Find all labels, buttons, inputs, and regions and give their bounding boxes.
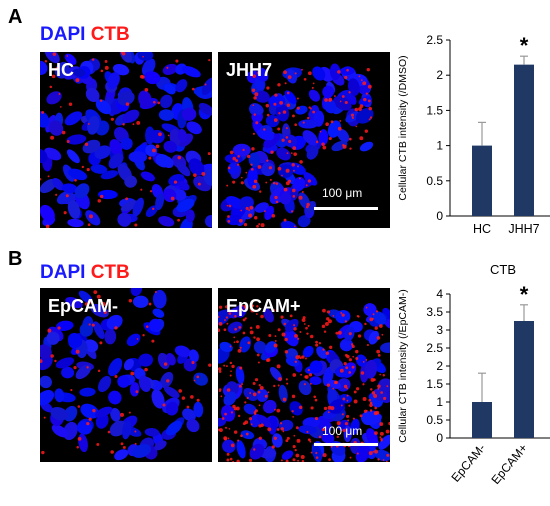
micrograph-jhh7-label: JHH7: [226, 60, 273, 80]
y-tick-label: 4: [436, 287, 443, 301]
y-tick-label: 0: [436, 431, 443, 445]
y-tick-label: 1: [436, 395, 443, 409]
ctb-puncta-layer: [218, 304, 390, 462]
micrograph-epcam-neg: EpCAM-: [40, 288, 212, 462]
micrograph-epcam-pos-label: EpCAM+: [226, 296, 301, 316]
nuclei-layer: [218, 303, 390, 462]
y-axis-label: Cellular CTB intensity (/EpCAM-): [397, 289, 409, 442]
bar-epcam-: [472, 402, 492, 438]
scale-bar-label: 100 μm: [322, 186, 363, 200]
ctb-puncta-layer: [40, 52, 211, 228]
y-tick-label: 2: [436, 68, 443, 82]
y-tick-label: 2: [436, 359, 443, 373]
micrograph-hc-canvas: [40, 52, 212, 228]
micrograph-jhh7-canvas: [220, 63, 374, 228]
bar-hc: [472, 145, 492, 216]
panel-b-letter: B: [8, 248, 23, 270]
dapi-label: DAPI: [40, 24, 86, 45]
significance-marker: *: [520, 282, 529, 307]
ctb-puncta-layer: [226, 67, 373, 228]
micrograph-hc-label: HC: [48, 60, 74, 80]
x-tick-label: EpCAM-: [448, 441, 488, 485]
y-tick-label: 3.5: [426, 305, 443, 319]
significance-marker: *: [520, 33, 529, 58]
ctb-puncta-layer: [40, 290, 212, 455]
chart-a: Cellular CTB intensity (/DMSO) 0 0.5 1 1.5 2 2…: [397, 33, 550, 236]
y-tick-label: 2.5: [426, 341, 443, 355]
chart-title: CTB: [490, 262, 516, 277]
x-tick-label: JHH7: [508, 222, 539, 236]
x-tick-label: HC: [473, 222, 491, 236]
y-tick-label: 1.5: [426, 377, 443, 391]
y-tick-label: 3: [436, 323, 443, 337]
y-tick-label: 1: [436, 139, 443, 153]
y-tick-label: 1.5: [426, 103, 443, 117]
micrograph-epcam-neg-canvas: [40, 288, 212, 461]
y-tick-label: 0: [436, 209, 443, 223]
dapi-label: DAPI: [40, 262, 86, 283]
y-tick-label: 0.5: [426, 413, 443, 427]
scale-bar-label: 100 μm: [322, 424, 363, 438]
scale-bar: [314, 443, 378, 446]
panel-b-stain-legend: DAPI CTB: [40, 262, 130, 284]
micrograph-hc: HC: [40, 52, 212, 228]
ctb-label: CTB: [90, 24, 130, 45]
y-tick-label: 0.5: [426, 174, 443, 188]
micrograph-epcam-neg-label: EpCAM-: [48, 296, 118, 316]
bar-epcam-: [514, 321, 534, 438]
micrograph-jhh7: JHH7 100 μm: [218, 52, 390, 228]
nuclei-layer: [40, 52, 212, 228]
x-tick-label: EpCAM+: [488, 441, 530, 487]
micrograph-epcam-pos: EpCAM+ 100 μm: [218, 288, 390, 462]
panel-a-stain-legend: DAPI CTB: [40, 24, 130, 46]
y-axis-label: Cellular CTB intensity (/DMSO): [397, 55, 409, 200]
ctb-label: CTB: [90, 262, 130, 283]
chart-b: CTB Cellular CTB intensity (/EpCAM-) 0 0.5 1…: [397, 262, 550, 487]
scale-bar: [314, 207, 378, 210]
nuclei-layer: [220, 63, 374, 228]
bar-jhh7: [514, 64, 534, 216]
y-tick-label: 2.5: [426, 33, 443, 47]
nuclei-layer: [40, 288, 208, 461]
panel-a-letter: A: [8, 6, 23, 28]
